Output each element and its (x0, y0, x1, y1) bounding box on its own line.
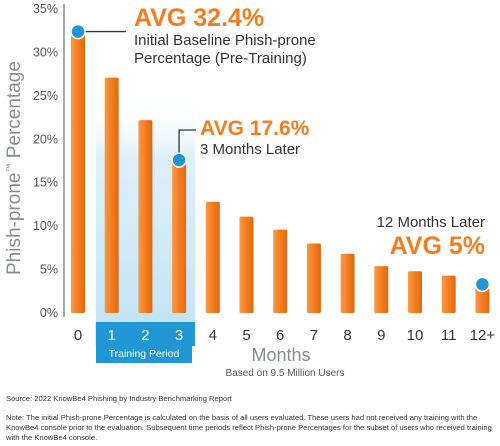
x-tick-label: 4 (209, 327, 217, 344)
annotation-baseline-title: AVG 32.4% (134, 4, 265, 32)
annotation-baseline: AVG 32.4% Initial Baseline Phish-prone P… (134, 4, 316, 68)
y-tick-label: 15% (33, 176, 58, 190)
bar-6 (273, 229, 288, 313)
annotation-3-months-line1: 3 Months Later (200, 141, 301, 158)
x-tick-label: 1 (108, 327, 116, 344)
x-tick-label: 12+ (470, 327, 496, 344)
x-tick-label: 7 (310, 327, 318, 344)
x-tick-label: 10 (407, 327, 424, 344)
x-tick-label: 9 (377, 327, 385, 344)
bar-chart: 0% 5% 10% 15% 20% 25% 30% 35% 0 1 2 3 4 5 6 7 8 9 10 11 12+ (33, 2, 496, 346)
x-tick-label: 3 (175, 327, 183, 344)
x-tick-label: 5 (242, 327, 250, 344)
y-axis-title: Phish-prone™ Percentage (4, 61, 25, 275)
y-tick-label: 35% (33, 2, 58, 16)
footnote: Note: The initial Phish-prone Percentage… (6, 413, 492, 442)
annotation-connector (178, 129, 196, 155)
y-tick-label: 30% (33, 45, 58, 59)
bar-7 (306, 243, 321, 313)
highlight-marker-12+ (474, 276, 491, 293)
highlight-marker-3 (171, 152, 187, 168)
y-tick-label: 0% (40, 306, 58, 320)
annotation-12-months: 12 Months Later AVG 5% (350, 214, 485, 260)
bar-2 (138, 120, 153, 313)
x-tick-label: 2 (141, 327, 149, 344)
x-tick-label: 6 (276, 327, 284, 344)
bar-12+ (475, 284, 490, 313)
x-axis-subtitle: Based on 9.5 Million Users (225, 368, 345, 379)
training-period-label: Training Period (96, 345, 192, 363)
source-note: Source: 2022 KnowBe4 Phishing by Industr… (6, 394, 232, 403)
annotation-12-months-line1: 12 Months Later (376, 214, 485, 231)
bar-9 (374, 266, 389, 313)
bar-0 (71, 31, 85, 314)
x-axis-title: Months (251, 345, 311, 365)
y-tick-label: 5% (40, 263, 58, 277)
x-tick-label: 11 (441, 327, 457, 344)
bar-11 (441, 275, 456, 313)
y-tick-label: 25% (33, 89, 58, 103)
annotation-3-months: AVG 17.6% 3 Months Later (200, 117, 309, 159)
annotation-3-months-title: AVG 17.6% (200, 117, 310, 140)
training-period-axis-bg (95, 322, 195, 346)
annotation-baseline-line1: Initial Baseline Phish-prone (134, 32, 316, 49)
bar-10 (408, 271, 422, 313)
bar-8 (340, 253, 355, 313)
y-tick-label: 20% (33, 132, 58, 146)
bar-5 (239, 216, 254, 313)
annotation-baseline-line2: Percentage (Pre-Training) (134, 50, 307, 67)
x-tick-label: 8 (343, 327, 351, 344)
bar-3 (172, 160, 187, 313)
x-tick-label: 0 (74, 327, 82, 344)
bar-1 (104, 77, 119, 313)
highlight-marker-0 (70, 23, 86, 40)
y-tick-label: 10% (33, 219, 58, 233)
bar-4 (205, 201, 220, 313)
annotation-12-months-title: AVG 5% (389, 232, 485, 260)
